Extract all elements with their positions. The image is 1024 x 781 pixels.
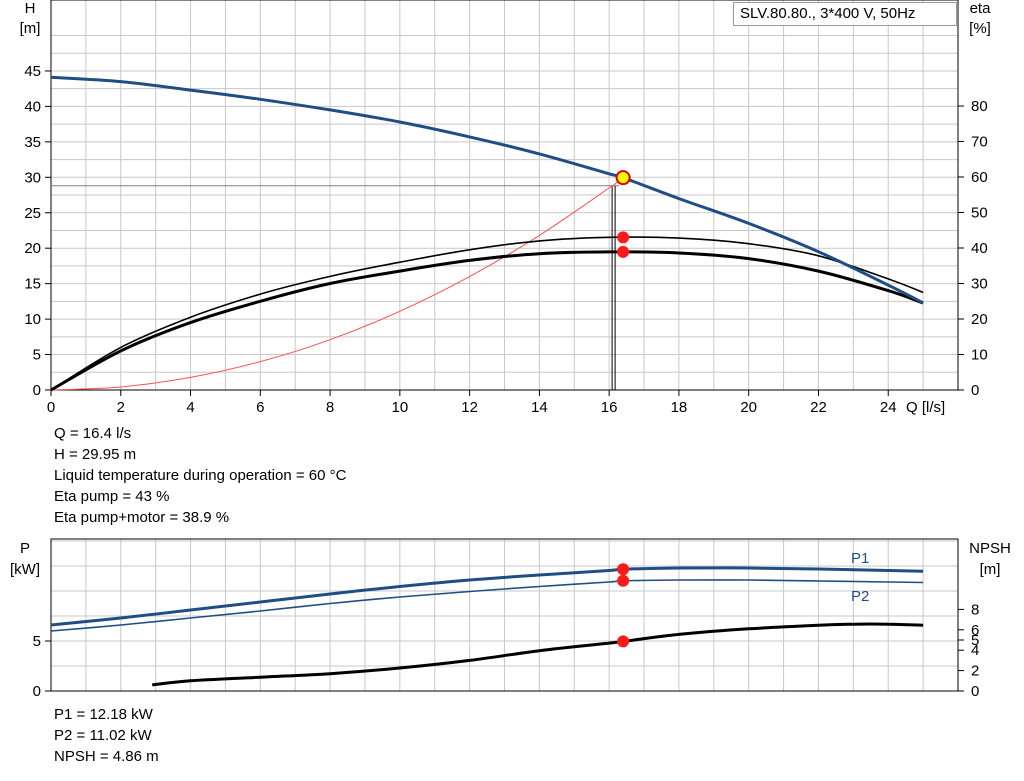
eta-tick-label: 80: [971, 98, 988, 115]
eta-tick-label: 60: [971, 169, 988, 186]
npsh-marker: [617, 635, 630, 648]
eta-tick-label: 50: [971, 205, 988, 222]
chart-title: SLV.80.80., 3*400 V, 50Hz: [733, 2, 957, 26]
eta-tick-label: 10: [971, 347, 988, 364]
x-tick-label: 2: [117, 399, 125, 416]
h-tick-label: 15: [24, 276, 41, 293]
h-tick-label: 0: [33, 382, 41, 399]
eta-axis-unit: [%]: [969, 20, 991, 37]
h-tick-label: 40: [24, 98, 41, 115]
x-tick-label: 12: [461, 399, 478, 416]
qh-curve: [50, 75, 924, 305]
top-chart-grid: [50, 0, 959, 391]
info-eta-pump-motor: Eta pump+motor = 38.9 %: [54, 509, 230, 526]
eta-tick-label: 30: [971, 276, 988, 293]
npsh-axis-label: NPSH: [969, 540, 1011, 557]
h-axis-unit: [m]: [20, 20, 41, 37]
info-p2: P2 = 11.02 kW: [54, 727, 152, 744]
x-tick-label: 22: [810, 399, 827, 416]
operating-point-info: Q = 16.4 l/s H = 29.95 m Liquid temperat…: [54, 423, 346, 528]
eta-pump-marker: [617, 231, 630, 244]
info-q: Q = 16.4 l/s: [54, 425, 132, 442]
h-tick-label: 45: [24, 63, 41, 80]
info-p1: P1 = 12.18 kW: [54, 706, 153, 723]
info-eta-pump: Eta pump = 43 %: [54, 488, 170, 505]
x-tick-label: 4: [186, 399, 194, 416]
eta-total-marker: [617, 245, 630, 258]
x-tick-label: 18: [671, 399, 688, 416]
x-tick-label: 24: [880, 399, 897, 416]
power-info: P1 = 12.18 kW P2 = 11.02 kW NPSH = 4.86 …: [54, 704, 159, 767]
x-tick-label: 8: [326, 399, 334, 416]
x-tick-label: 14: [531, 399, 548, 416]
p-axis-unit: [kW]: [10, 561, 40, 578]
p2-series-label: P2: [851, 588, 869, 605]
h-tick-label: 5: [33, 347, 41, 364]
p1-marker: [617, 563, 630, 576]
h-tick-label: 20: [24, 240, 41, 257]
p2-marker: [617, 574, 630, 587]
duty-point-marker: [615, 170, 631, 186]
system-curve: [50, 177, 624, 391]
p-axis-label: P: [20, 540, 30, 557]
info-npsh: NPSH = 4.86 m: [54, 748, 159, 765]
npsh-axis-unit: [m]: [980, 561, 1001, 578]
eta-tick-label: 40: [971, 240, 988, 257]
x-tick-label: 20: [740, 399, 757, 416]
npsh-tick-label: 4: [971, 642, 979, 659]
p2-curve: [50, 579, 924, 632]
eta-pump-curve: [50, 236, 924, 391]
npsh-tick-label: 8: [971, 601, 979, 618]
p-tick-label: 0: [33, 683, 41, 700]
p1-series-label: P1: [851, 550, 869, 567]
eta-total-curve: [50, 250, 924, 392]
h-tick-label: 25: [24, 205, 41, 222]
npsh-tick-label: 0: [971, 683, 979, 700]
npsh-curve: [152, 622, 924, 687]
eta-tick-label: 20: [971, 311, 988, 328]
x-tick-label: 16: [601, 399, 618, 416]
x-tick-label: 10: [392, 399, 409, 416]
info-h: H = 29.95 m: [54, 446, 137, 463]
top-chart-frame: [50, 0, 959, 391]
npsh-tick-label: 2: [971, 663, 979, 680]
npsh-tick-label: 6: [971, 622, 979, 639]
eta-tick-label: 0: [971, 382, 979, 399]
eta-tick-label: 70: [971, 134, 988, 151]
h-tick-label: 30: [24, 169, 41, 186]
h-axis-label: H: [25, 0, 36, 17]
eta-axis-label: eta: [970, 0, 992, 17]
info-liquid-temperature: Liquid temperature during operation = 60…: [54, 467, 347, 484]
h-tick-label: 35: [24, 134, 41, 151]
h-tick-label: 10: [24, 311, 41, 328]
bottom-chart-frame: [50, 538, 959, 692]
bottom-chart-grid: [50, 539, 959, 692]
p1-curve: [50, 566, 924, 627]
x-tick-label: 6: [256, 399, 264, 416]
x-tick-label: 0: [47, 399, 55, 416]
x-axis-label: Q [l/s]: [906, 399, 945, 416]
npsh-tick-label: 5: [971, 632, 979, 649]
p-tick-label: 5: [33, 633, 41, 650]
